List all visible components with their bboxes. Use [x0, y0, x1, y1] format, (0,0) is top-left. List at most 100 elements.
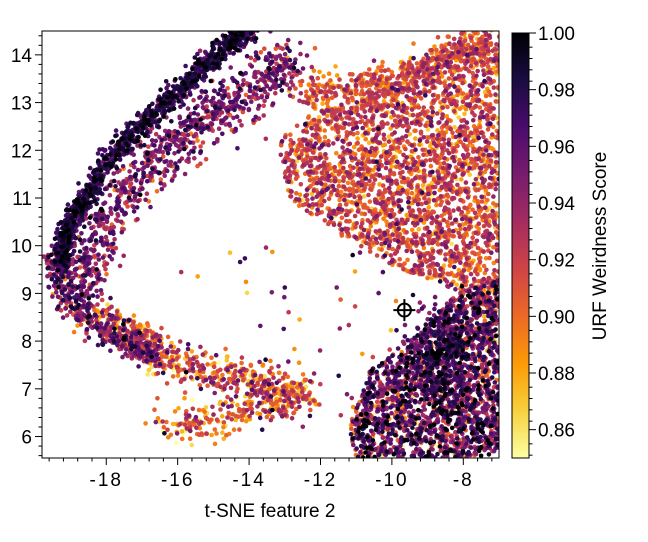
scatter-point-389: [441, 263, 447, 268]
scatter-point-2594: [471, 250, 477, 256]
scatter-point-3860: [468, 63, 474, 69]
scatter-point-321: [309, 191, 315, 197]
scatter-point-1275: [411, 41, 416, 46]
scatter-point-352: [169, 340, 174, 346]
scatter-point-3341: [165, 427, 170, 433]
scatter-point-4793: [463, 180, 469, 185]
scatter-point-4954: [347, 192, 353, 198]
scatter-point-4129: [486, 275, 492, 281]
scatter-point-4707: [314, 132, 319, 137]
scatter-point-495: [389, 164, 395, 169]
scatter-point-4907: [191, 356, 196, 362]
scatter-point-4360: [440, 165, 446, 171]
scatter-point-2361: [291, 410, 296, 416]
scatter-point-984: [463, 107, 469, 112]
scatter-point-1968: [445, 34, 451, 39]
scatter-point-830: [212, 361, 217, 366]
scatter-point-884: [131, 313, 137, 318]
scatter-point-807: [489, 31, 494, 33]
scatter-point-3523: [401, 266, 406, 272]
scatter-point-4363: [410, 65, 415, 71]
scatter-point-4827: [410, 220, 416, 226]
scatter-point-4229: [417, 111, 423, 117]
scatter-point-3440: [462, 205, 467, 210]
scatter-point-4240: [160, 419, 165, 424]
scatter-point-2630: [405, 243, 410, 249]
scatter-point-2883: [476, 187, 481, 192]
scatter-point-4173: [64, 313, 70, 318]
scatter-point-4903: [379, 383, 385, 388]
scatter-point-4224: [346, 122, 352, 127]
scatter-point-649: [360, 351, 365, 357]
scatter-point-4546: [262, 98, 267, 104]
scatter-point-2844: [395, 145, 401, 150]
scatter-point-3814: [367, 159, 372, 165]
scatter-point-652: [182, 395, 187, 401]
scatter-point-595: [355, 136, 360, 141]
scatter-point-1001: [417, 142, 422, 147]
scatter-point-3638: [113, 245, 119, 251]
scatter-point-4942: [393, 81, 399, 86]
scatter-point-1273: [300, 372, 306, 377]
scatter-point-3089: [203, 156, 209, 162]
scatter-point-2385: [182, 390, 188, 395]
scatter-point-157: [244, 290, 250, 296]
scatter-point-1830: [306, 115, 311, 120]
scatter-point-1098: [393, 298, 399, 304]
scatter-point-4579: [455, 168, 461, 173]
scatter-point-4802: [377, 235, 383, 240]
scatter-point-1409: [349, 200, 355, 205]
scatter-point-3423: [426, 236, 432, 242]
scatter-points: [42, 31, 499, 458]
scatter-point-4459: [225, 381, 230, 386]
scatter-point-4810: [112, 237, 117, 242]
scatter-point-2881: [299, 78, 305, 84]
scatter-point-1922: [323, 182, 328, 187]
scatter-point-2127: [205, 383, 210, 389]
scatter-point-3357: [477, 259, 483, 265]
scatter-point-1787: [288, 132, 293, 137]
scatter-point-4695: [438, 194, 444, 199]
scatter-point-4055: [451, 148, 456, 153]
scatter-point-225: [146, 367, 152, 373]
scatter-point-1089: [493, 164, 499, 169]
scatter-point-4682: [313, 155, 318, 161]
scatter-point-3867: [451, 36, 457, 42]
scatter-point-4508: [422, 207, 427, 213]
scatter-point-882: [475, 181, 480, 187]
scatter-point-4273: [373, 229, 379, 234]
scatter-point-3633: [482, 102, 488, 107]
scatter-point-4: [190, 397, 195, 403]
scatter-point-4461: [191, 97, 196, 103]
scatter-point-4303: [435, 180, 441, 186]
scatter-point-4034: [376, 192, 382, 197]
scatter-point-2830: [416, 105, 422, 110]
scatter-point-4246: [439, 57, 444, 62]
scatter-point-770: [432, 44, 437, 49]
scatter-point-4768: [192, 156, 197, 161]
scatter-point-4467: [465, 195, 471, 200]
scatter-point-4583: [372, 75, 377, 81]
scatter-point-4093: [307, 401, 312, 406]
scatter-point-2680: [205, 416, 210, 422]
scatter-point-179: [425, 127, 431, 132]
scatter-point-4495: [390, 123, 396, 128]
scatter-point-2441: [155, 396, 160, 401]
scatter-point-1087: [457, 106, 463, 112]
scatter-point-1236: [168, 432, 174, 438]
scatter-point-4795: [388, 222, 393, 227]
scatter-point-4825: [377, 77, 382, 83]
scatter-point-2974: [159, 325, 164, 331]
scatter-point-4433: [453, 246, 459, 252]
scatter-point-3956: [401, 61, 407, 66]
scatter-point-2757: [240, 377, 246, 383]
scatter-point-4181: [287, 71, 292, 76]
scatter-point-4961: [464, 256, 470, 261]
scatter-point-3741: [458, 197, 463, 203]
scatter-point-3017: [211, 364, 217, 370]
scatter-point-4301: [308, 158, 314, 163]
scatter-point-2918: [353, 224, 358, 230]
scatter-point-4155: [338, 413, 344, 418]
scatter-point-3935: [460, 99, 466, 105]
scatter-point-4924: [323, 152, 328, 157]
